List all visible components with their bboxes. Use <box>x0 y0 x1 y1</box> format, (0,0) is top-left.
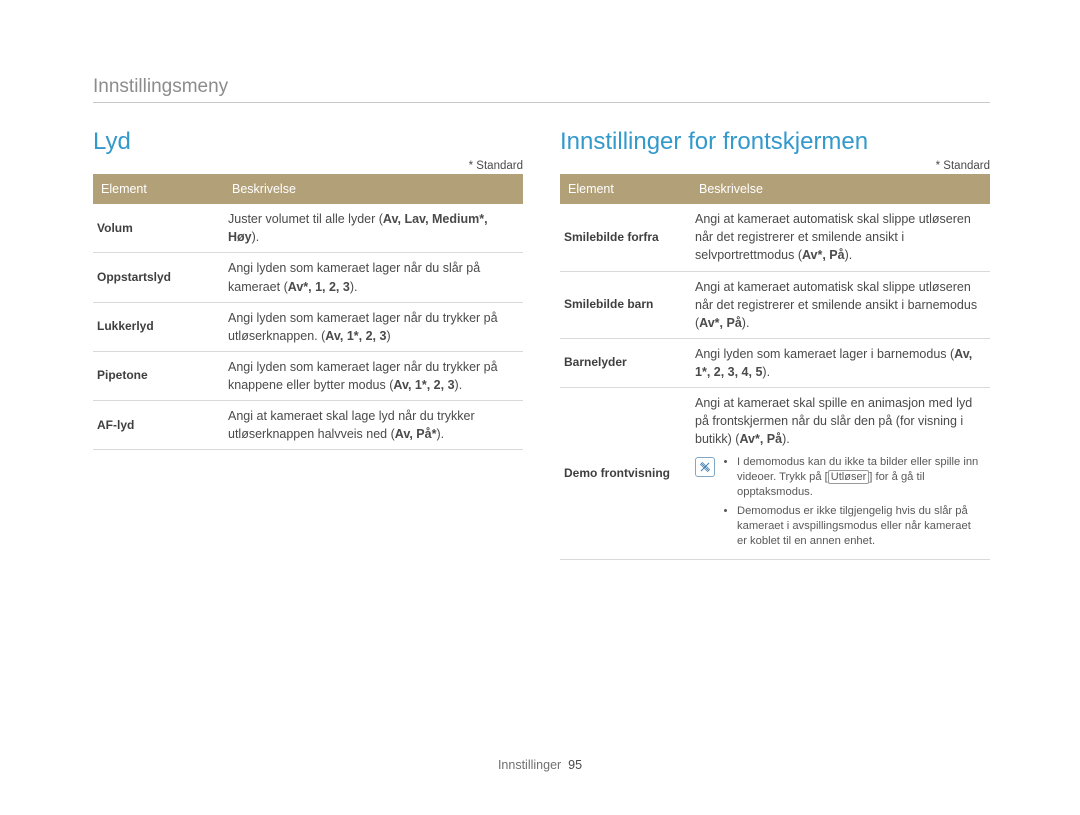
note-box: I demomodus kan du ikke ta bilder eller … <box>695 455 982 554</box>
breadcrumb: Innstillingsmeny <box>93 76 228 98</box>
section-title-frontskjerm: Innstillinger for frontskjermen <box>560 128 990 156</box>
th-element: Element <box>93 174 224 204</box>
row-description: Angi lyden som kameraet lager når du slå… <box>224 253 523 302</box>
table-frontskjerm: Element Beskrivelse Smilebilde forfra An… <box>560 174 990 560</box>
row-element: Smilebilde barn <box>560 271 691 338</box>
row-description: Angi lyden som kameraet lager når du try… <box>224 351 523 400</box>
table-row: Demo frontvisning Angi at kameraet skal … <box>560 388 990 560</box>
table-row: Barnelyder Angi lyden som kameraet lager… <box>560 338 990 387</box>
th-description: Beskrivelse <box>224 174 523 204</box>
page-footer: Innstillinger 95 <box>0 758 1080 772</box>
page-number: 95 <box>568 758 582 772</box>
row-description: Angi lyden som kameraet lager når du try… <box>224 302 523 351</box>
table-row: Volum Juster volumet til alle lyder (Av,… <box>93 204 523 253</box>
th-element: Element <box>560 174 691 204</box>
row-description: Juster volumet til alle lyder (Av, Lav, … <box>224 204 523 253</box>
section-frontskjerm: Innstillinger for frontskjermen * Standa… <box>560 128 990 560</box>
note-list: I demomodus kan du ikke ta bilder eller … <box>723 455 982 554</box>
table-row: AF-lyd Angi at kameraet skal lage lyd nå… <box>93 401 523 450</box>
table-row: Smilebilde forfra Angi at kameraet autom… <box>560 204 990 271</box>
row-description: Angi at kameraet automatisk skal slippe … <box>691 204 990 271</box>
row-description: Angi at kameraet skal spille en animasjo… <box>691 388 990 560</box>
section-title-lyd: Lyd <box>93 128 523 156</box>
row-element: Pipetone <box>93 351 224 400</box>
info-icon <box>695 457 715 477</box>
row-element: Demo frontvisning <box>560 388 691 560</box>
standard-note: * Standard <box>560 160 990 172</box>
th-description: Beskrivelse <box>691 174 990 204</box>
footer-section: Innstillinger <box>498 758 561 772</box>
row-description: Angi at kameraet automatisk skal slippe … <box>691 271 990 338</box>
standard-note: * Standard <box>93 160 523 172</box>
row-element: Oppstartslyd <box>93 253 224 302</box>
breadcrumb-rule <box>93 102 990 103</box>
row-description: Angi lyden som kameraet lager i barnemod… <box>691 338 990 387</box>
row-element: Barnelyder <box>560 338 691 387</box>
table-lyd: Element Beskrivelse Volum Juster volumet… <box>93 174 523 450</box>
note-item: I demomodus kan du ikke ta bilder eller … <box>737 455 982 500</box>
row-description: Angi at kameraet skal lage lyd når du tr… <box>224 401 523 450</box>
row-element: Volum <box>93 204 224 253</box>
table-row: Oppstartslyd Angi lyden som kameraet lag… <box>93 253 523 302</box>
manual-page: Innstillingsmeny Lyd * Standard Element … <box>0 0 1080 815</box>
row-element: Smilebilde forfra <box>560 204 691 271</box>
row-element: AF-lyd <box>93 401 224 450</box>
table-row: Pipetone Angi lyden som kameraet lager n… <box>93 351 523 400</box>
section-lyd: Lyd * Standard Element Beskrivelse Volum… <box>93 128 523 450</box>
shutter-button-label: Utløser <box>828 470 869 484</box>
table-row: Lukkerlyd Angi lyden som kameraet lager … <box>93 302 523 351</box>
table-row: Smilebilde barn Angi at kameraet automat… <box>560 271 990 338</box>
note-item: Demomodus er ikke tilgjengelig hvis du s… <box>737 504 982 549</box>
row-element: Lukkerlyd <box>93 302 224 351</box>
